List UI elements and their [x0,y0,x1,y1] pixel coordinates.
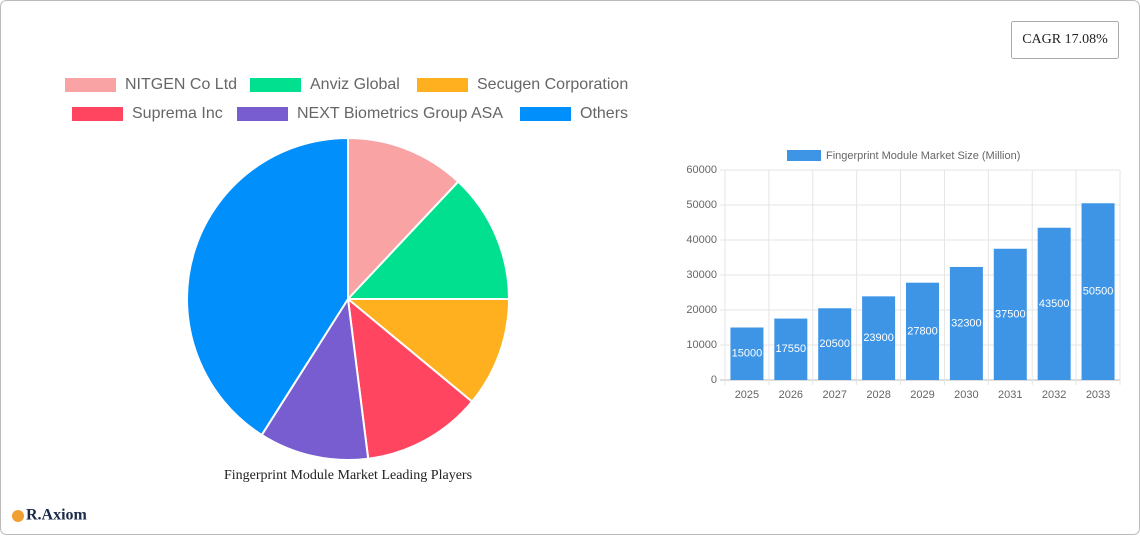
x-tick-label: 2025 [735,389,759,401]
data-label: 37500 [995,308,1026,320]
data-label: 27800 [907,325,938,337]
legend-swatch [237,107,288,121]
y-tick-label: 40000 [686,234,717,246]
bar [1037,227,1071,380]
data-label: 50500 [1083,286,1114,298]
bar [993,248,1027,380]
pie-slice [345,298,511,404]
pie-slice [186,136,349,437]
data-label: 32300 [951,317,982,329]
logo-icon [12,510,24,522]
logo: R.Axiom [26,507,88,524]
bar [1081,203,1115,380]
bar [818,308,852,380]
bar [862,296,896,380]
pie-slice [346,296,474,460]
bar [949,266,983,380]
x-tick-label: 2029 [910,389,934,401]
x-tick-label: 2028 [866,389,890,401]
y-tick-label: 0 [711,374,717,386]
legend-swatch [520,107,571,121]
data-label: 20500 [819,338,850,350]
legend-swatch [417,78,468,92]
x-tick-label: 2027 [822,389,846,401]
data-label: 43500 [1039,298,1070,310]
pie-slice [260,296,370,461]
pie-title: Fingerprint Module Market Leading Player… [224,468,472,483]
x-tick-label: 2026 [779,389,803,401]
legend-swatch [250,78,301,92]
y-tick-label: 30000 [686,269,717,281]
data-label: 15000 [732,348,763,360]
y-tick-label: 10000 [686,339,717,351]
cagr-box [1011,21,1119,59]
legend-label: Secugen Corporation [477,76,628,93]
legend-label: Others [580,105,628,122]
x-tick-label: 2031 [998,389,1022,401]
y-tick-label: 20000 [686,304,717,316]
legend-swatch [787,150,821,161]
x-tick-label: 2030 [954,389,978,401]
x-tick-label: 2033 [1086,389,1110,401]
pie-slice [347,136,460,302]
legend-label: Suprema Inc [132,105,223,122]
x-tick-label: 2032 [1042,389,1066,401]
pie-slice [345,180,511,300]
bar [906,282,939,380]
bar [774,318,808,380]
y-tick-label: 50000 [686,199,717,211]
legend-swatch [72,107,123,121]
data-label: 17550 [776,343,807,355]
y-tick-label: 60000 [686,164,717,176]
bar [730,327,764,380]
cagr-badge: CAGR 17.08% [1022,32,1108,47]
legend-label: NEXT Biometrics Group ASA [297,105,503,122]
data-label: 23900 [863,332,894,344]
legend-label: NITGEN Co Ltd [125,76,237,93]
legend-swatch [65,78,116,92]
legend-label: Anviz Global [310,76,400,93]
legend-label: Fingerprint Module Market Size (Million) [826,150,1020,162]
